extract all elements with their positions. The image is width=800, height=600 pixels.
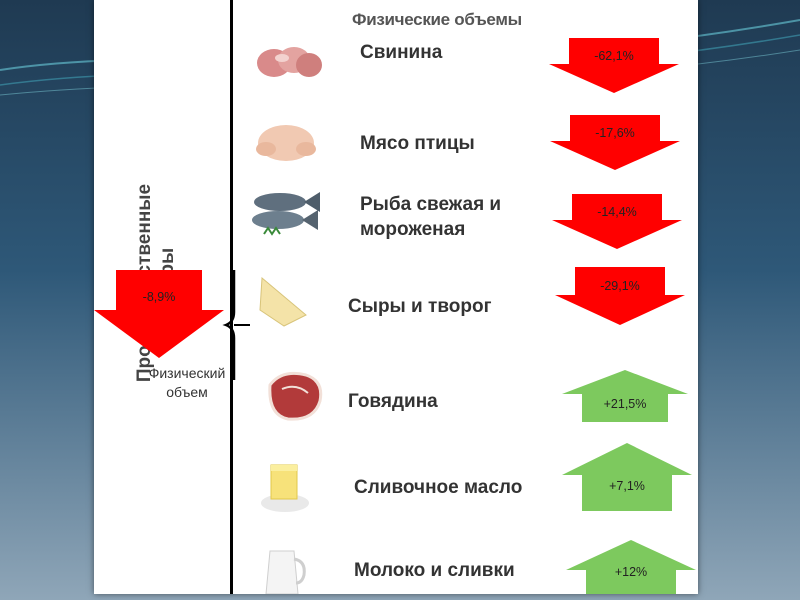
pork-meat-icon <box>257 47 322 77</box>
overall-label-line1: Физический <box>148 365 226 381</box>
change-poultry: -17,6% <box>595 126 635 140</box>
header-title: Физические объемы <box>352 10 522 29</box>
item-label-butter: Сливочное масло <box>354 477 523 498</box>
up-arrow-beef <box>562 370 688 422</box>
up-arrow-milk <box>566 540 696 594</box>
item-label-beef: Говядина <box>348 391 438 412</box>
overall-label: Физический объем <box>132 364 242 402</box>
milk-icon <box>265 550 306 594</box>
fish-icon <box>252 192 320 236</box>
chicken-icon <box>256 125 316 161</box>
up-arrow-butter <box>562 443 692 511</box>
divider-line <box>230 0 233 594</box>
down-arrow-cheese <box>555 267 685 325</box>
slide-canvas: Физические объемы Продовольственные това… <box>94 0 698 594</box>
item-label-milk: Молоко и сливки <box>354 560 515 581</box>
down-arrow-fish <box>552 194 682 249</box>
down-arrow-pork <box>549 38 679 93</box>
change-cheese: -29,1% <box>600 279 640 293</box>
change-fish: -14,4% <box>597 205 637 219</box>
item-label-poultry: Мясо птицы <box>360 133 475 154</box>
item-label-fish-line2: мороженая <box>360 219 466 240</box>
item-label-fish: Рыба свежая и мороженая <box>360 192 501 242</box>
change-pork: -62,1% <box>594 49 634 63</box>
brace-icon <box>222 270 250 380</box>
overall-change-label: -8,9% <box>142 290 176 304</box>
item-label-cheese: Сыры и творог <box>348 296 492 317</box>
item-label-pork: Свинина <box>360 42 443 63</box>
item-label-fish-line1: Рыба свежая и <box>360 194 502 215</box>
overall-down-arrow <box>94 270 224 358</box>
beef-icon <box>268 371 323 421</box>
cheese-icon <box>259 276 307 327</box>
change-beef: +21,5% <box>603 397 647 411</box>
down-arrow-poultry <box>550 115 680 170</box>
butter-icon <box>261 464 309 512</box>
change-butter: +7,1% <box>609 479 645 493</box>
overall-label-line2: объем <box>166 384 208 400</box>
change-milk: +12% <box>614 565 648 579</box>
